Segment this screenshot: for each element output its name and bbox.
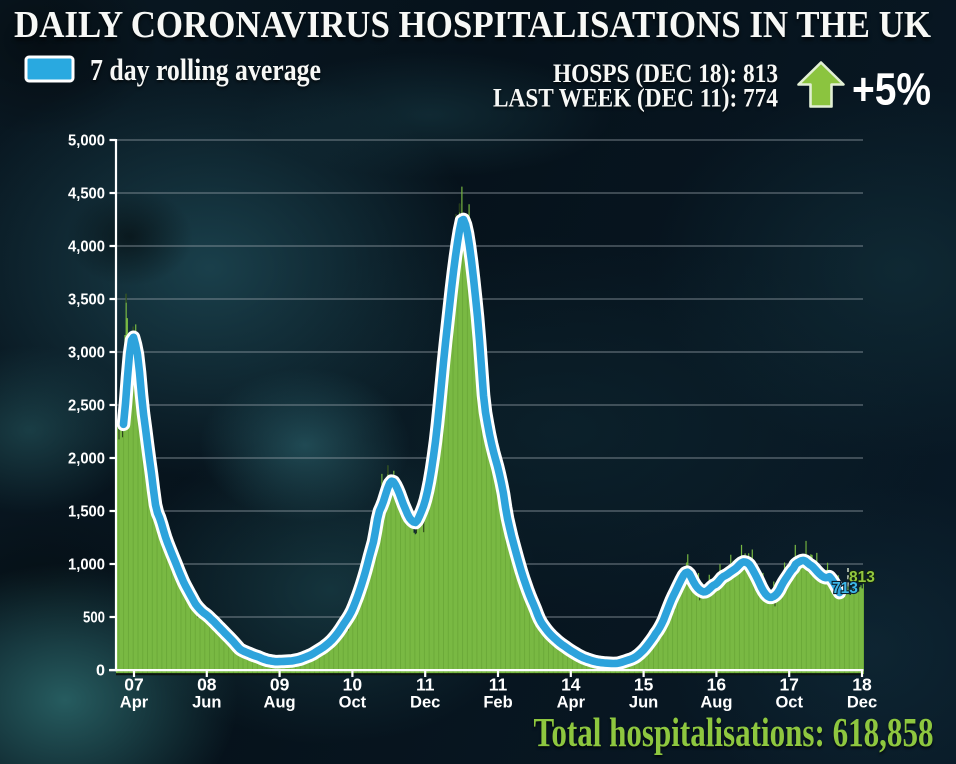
svg-text:DAILY CORONAVIRUS HOSPITALISAT: DAILY CORONAVIRUS HOSPITALISATIONS IN TH… [14, 4, 931, 46]
svg-text:08: 08 [197, 675, 217, 695]
svg-text:Apr: Apr [557, 694, 586, 712]
svg-text:813: 813 [849, 569, 875, 586]
svg-text:2,000: 2,000 [68, 451, 105, 468]
svg-text:Total hospitalisations: 618,85: Total hospitalisations: 618,858 [534, 709, 934, 755]
svg-text:LAST WEEK (DEC 11): 774: LAST WEEK (DEC 11): 774 [493, 83, 778, 113]
svg-text:Apr: Apr [120, 694, 149, 712]
svg-text:0: 0 [96, 663, 105, 680]
svg-text:2,500: 2,500 [68, 398, 105, 415]
svg-text:14: 14 [561, 675, 581, 695]
svg-text:Oct: Oct [775, 694, 803, 712]
svg-text:Aug: Aug [264, 694, 296, 712]
svg-text:11: 11 [416, 675, 435, 695]
svg-text:10: 10 [343, 675, 363, 695]
svg-text:1,000: 1,000 [68, 557, 105, 574]
svg-text:3,500: 3,500 [68, 292, 105, 309]
svg-text:17: 17 [779, 675, 798, 695]
svg-text:11: 11 [489, 675, 508, 695]
svg-text:16: 16 [707, 675, 727, 695]
svg-text:Aug: Aug [700, 694, 732, 712]
svg-text:Feb: Feb [483, 694, 512, 712]
svg-text:4,500: 4,500 [68, 186, 105, 203]
svg-text:5,000: 5,000 [68, 133, 105, 150]
svg-text:Jun: Jun [629, 694, 658, 712]
svg-text:3,000: 3,000 [68, 345, 105, 362]
svg-text:713: 713 [832, 580, 858, 597]
svg-text:18: 18 [852, 675, 872, 695]
svg-text:4,000: 4,000 [68, 239, 105, 256]
svg-text:500: 500 [83, 610, 105, 627]
svg-text:Jun: Jun [192, 694, 221, 712]
svg-text:+5%: +5% [852, 64, 931, 115]
svg-text:09: 09 [270, 675, 290, 695]
svg-text:07: 07 [124, 675, 143, 695]
svg-text:HOSPS (DEC 18): 813: HOSPS (DEC 18): 813 [553, 58, 778, 88]
svg-text:15: 15 [634, 675, 654, 695]
svg-text:Dec: Dec [847, 694, 877, 712]
svg-text:Oct: Oct [339, 694, 367, 712]
svg-text:Dec: Dec [410, 694, 440, 712]
svg-text:7 day rolling average: 7 day rolling average [90, 52, 321, 87]
svg-text:1,500: 1,500 [68, 504, 105, 521]
